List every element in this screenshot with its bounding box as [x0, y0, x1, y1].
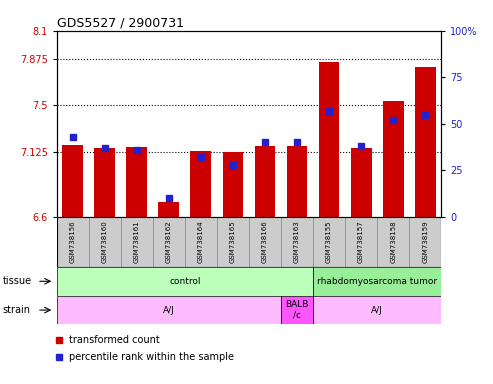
Bar: [313, 296, 441, 324]
Bar: [313, 267, 441, 296]
Bar: [190, 151, 211, 217]
Text: percentile rank within the sample: percentile rank within the sample: [69, 352, 234, 362]
Bar: [158, 202, 179, 217]
Bar: [254, 146, 276, 217]
Bar: [318, 62, 340, 217]
Text: GSM738160: GSM738160: [102, 220, 108, 263]
Bar: [281, 217, 313, 267]
Text: strain: strain: [2, 305, 31, 315]
Text: GSM738165: GSM738165: [230, 220, 236, 263]
Text: GSM738158: GSM738158: [390, 220, 396, 263]
Bar: [121, 217, 153, 267]
Text: GSM738156: GSM738156: [70, 220, 76, 263]
Bar: [345, 217, 377, 267]
Bar: [351, 148, 372, 217]
Bar: [281, 296, 313, 324]
Text: GSM738161: GSM738161: [134, 220, 140, 263]
Text: rhabdomyosarcoma tumor: rhabdomyosarcoma tumor: [317, 277, 437, 286]
Bar: [222, 152, 244, 217]
Bar: [94, 148, 115, 217]
Bar: [286, 146, 308, 217]
Bar: [409, 217, 441, 267]
Bar: [313, 217, 345, 267]
Text: GDS5527 / 2900731: GDS5527 / 2900731: [57, 17, 184, 30]
Bar: [62, 145, 83, 217]
Bar: [217, 217, 249, 267]
Text: tissue: tissue: [2, 276, 32, 286]
Text: GSM738166: GSM738166: [262, 220, 268, 263]
Bar: [185, 217, 217, 267]
Bar: [126, 147, 147, 217]
Bar: [57, 296, 281, 324]
Bar: [377, 217, 409, 267]
Bar: [57, 217, 89, 267]
Bar: [89, 217, 121, 267]
Text: BALB
/c: BALB /c: [285, 300, 309, 320]
Text: GSM738157: GSM738157: [358, 220, 364, 263]
Text: control: control: [169, 277, 201, 286]
Text: A/J: A/J: [163, 306, 175, 314]
Bar: [153, 217, 185, 267]
Bar: [249, 217, 281, 267]
Bar: [415, 67, 436, 217]
Bar: [383, 101, 404, 217]
Text: GSM738164: GSM738164: [198, 220, 204, 263]
Text: GSM738155: GSM738155: [326, 221, 332, 263]
Text: A/J: A/J: [371, 306, 383, 314]
Text: GSM738162: GSM738162: [166, 220, 172, 263]
Text: transformed count: transformed count: [69, 335, 160, 345]
Bar: [57, 267, 313, 296]
Text: GSM738163: GSM738163: [294, 220, 300, 263]
Text: GSM738159: GSM738159: [422, 220, 428, 263]
